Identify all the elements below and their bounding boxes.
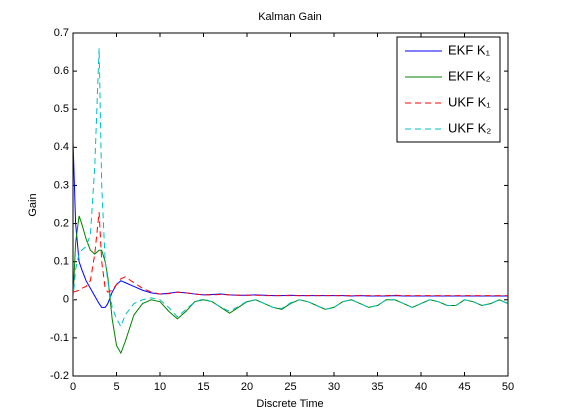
y-tick-label: 0.5 <box>54 103 69 115</box>
x-tick-label: 10 <box>154 381 166 393</box>
y-tick-label: 0.2 <box>54 217 69 229</box>
x-tick-label: 5 <box>113 381 119 393</box>
legend: EKF K₁ EKF K₂ UKF K₁ UKF K₂ <box>396 36 501 143</box>
legend-label: UKF K₂ <box>448 120 491 135</box>
series-line <box>73 212 508 297</box>
y-axis-label: Gain <box>27 193 39 216</box>
legend-label: EKF K₁ <box>448 42 491 57</box>
legend-label: UKF K₁ <box>448 94 491 109</box>
y-tick-label: 0.4 <box>54 141 69 153</box>
x-tick-label: 30 <box>328 381 340 393</box>
y-tick-label: -0.1 <box>50 332 69 344</box>
x-axis-label: Discrete Time <box>256 398 323 410</box>
x-tick-label: 20 <box>241 381 253 393</box>
legend-label: EKF K₂ <box>448 68 491 83</box>
y-tick-label: 0.3 <box>54 179 69 191</box>
y-tick-label: 0.1 <box>54 256 69 268</box>
y-tick-label: 0.6 <box>54 65 69 77</box>
x-tick-label: 25 <box>284 381 296 393</box>
series-line <box>73 48 508 328</box>
y-tick-label: 0.7 <box>54 27 69 39</box>
chart-title: Kalman Gain <box>258 11 322 23</box>
x-tick-label: 35 <box>371 381 383 393</box>
y-tick-label: -0.2 <box>50 370 69 382</box>
x-tick-label: 15 <box>197 381 209 393</box>
y-tick-label: 0 <box>63 294 69 306</box>
legend-box <box>396 36 501 143</box>
x-tick-label: 45 <box>458 381 470 393</box>
x-tick-label: 50 <box>502 381 514 393</box>
x-tick-label: 40 <box>415 381 427 393</box>
x-tick-label: 0 <box>70 381 76 393</box>
